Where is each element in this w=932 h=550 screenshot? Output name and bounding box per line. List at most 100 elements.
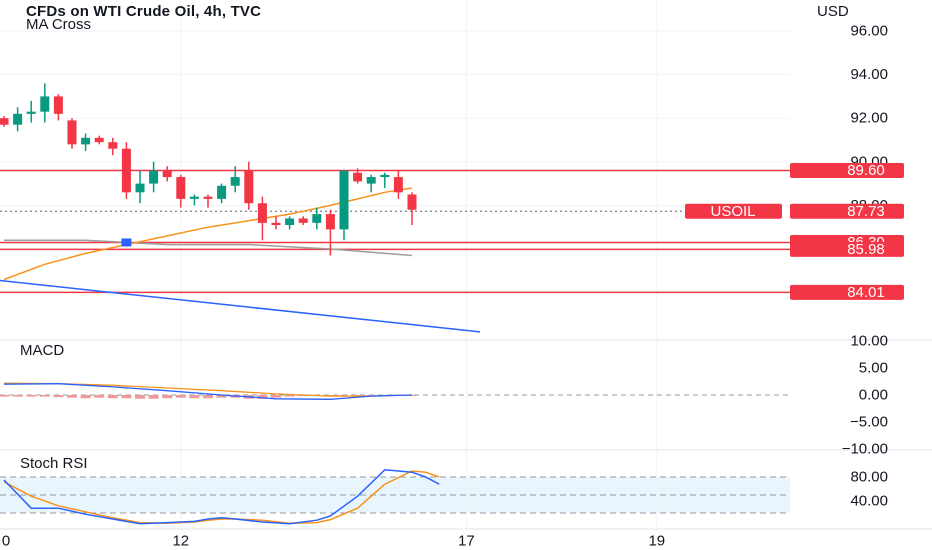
- candle-body: [13, 113, 23, 125]
- chart-title[interactable]: CFDs on WTI Crude Oil, 4h, TVC: [26, 3, 262, 20]
- candle-body: [353, 172, 363, 182]
- ma-cross-marker: [121, 238, 132, 247]
- time-axis-tick-label: 0: [2, 533, 10, 550]
- macd-axis-tick-label: 0.00: [859, 387, 888, 404]
- trendline: [0, 279, 481, 333]
- candle-body: [176, 177, 186, 199]
- candle-body: [149, 170, 159, 184]
- macd-histogram-bar: [12, 395, 23, 397]
- candle-body: [407, 194, 417, 210]
- macd-axis-tick-label: 5.00: [859, 360, 888, 377]
- candle: [298, 216, 308, 226]
- macd-histogram-bar: [39, 395, 50, 397]
- candle-body: [366, 177, 376, 184]
- price-axis-tick-label: 94.00: [850, 66, 888, 83]
- candle-body: [203, 196, 213, 199]
- candle-body: [298, 218, 308, 223]
- macd-histogram-bar: [216, 395, 227, 398]
- macd-histogram-bar: [0, 395, 9, 397]
- level-price-tag-bg: [790, 284, 904, 300]
- candle-body: [339, 170, 349, 230]
- macd-histogram-bar: [121, 395, 132, 399]
- price-axis-tick-label: 96.00: [850, 23, 888, 40]
- candle: [285, 216, 295, 230]
- symbol-tag-label: USOIL: [710, 203, 755, 220]
- candle: [53, 94, 63, 121]
- candle: [149, 161, 159, 193]
- candle: [176, 174, 186, 208]
- candle-body: [312, 214, 322, 223]
- macd-histogram-bar: [284, 395, 295, 397]
- candle: [26, 100, 36, 123]
- candle: [380, 172, 390, 188]
- candle: [312, 207, 322, 230]
- currency-label[interactable]: USD: [817, 3, 849, 20]
- symbol-tag-bg: [685, 203, 782, 219]
- stoch-rsi-pane-label[interactable]: Stoch RSI: [20, 455, 88, 472]
- candle-body: [325, 214, 335, 230]
- candle: [257, 196, 267, 241]
- time-axis-tick-label: 19: [648, 533, 665, 550]
- level-price-tag: 89.60: [790, 162, 904, 179]
- stoch-axis-tick-label: 80.00: [850, 469, 888, 486]
- candle-body: [135, 183, 145, 193]
- macd-axis-tick-label: 10.00: [850, 333, 888, 350]
- level-price-tag-label: 84.01: [847, 284, 885, 301]
- macd-histogram-bar: [189, 395, 200, 399]
- macd-histogram-bar: [271, 395, 281, 398]
- time-axis-tick-label: 17: [458, 533, 475, 550]
- macd-histogram-bar: [257, 395, 268, 399]
- macd-histogram-bar: [162, 395, 173, 399]
- candle-body: [189, 196, 199, 199]
- macd-histogram-bar: [175, 395, 186, 398]
- candle: [94, 135, 104, 145]
- candle: [162, 166, 172, 182]
- candle-body: [257, 203, 267, 223]
- candle: [203, 194, 213, 208]
- candle-body: [108, 142, 118, 149]
- candle: [393, 170, 403, 199]
- macd-histogram-bar: [26, 395, 37, 397]
- macd-histogram-bar: [107, 395, 118, 399]
- candle-body: [121, 148, 131, 193]
- macd-histogram-bar: [148, 395, 159, 399]
- candle: [135, 170, 145, 204]
- candle: [407, 192, 417, 226]
- candle: [271, 216, 281, 230]
- ma-slow-line: [4, 239, 413, 257]
- macd-histogram-bar: [53, 395, 64, 398]
- candle: [353, 168, 363, 184]
- last-price-tag-bg: [790, 203, 904, 219]
- candle: [13, 107, 23, 132]
- stoch-axis-tick-label: 40.00: [850, 493, 888, 510]
- candle: [366, 174, 376, 193]
- candle: [0, 116, 9, 127]
- candle-body: [162, 170, 172, 178]
- macd-histogram-bar: [94, 395, 105, 398]
- level-price-tag: 84.01: [790, 284, 904, 301]
- candle-body: [81, 137, 91, 145]
- level-price-tag-bg: [790, 163, 904, 179]
- stoch-rsi-k-line: [3, 469, 440, 525]
- macd-histogram-bar: [67, 395, 77, 398]
- time-axis-tick-label: 12: [172, 533, 189, 550]
- macd-histogram-bar: [203, 395, 213, 399]
- candle-body: [53, 96, 63, 114]
- level-price-tag-bg: [790, 241, 904, 257]
- candle: [230, 166, 240, 193]
- candle: [67, 118, 77, 149]
- candle: [189, 194, 199, 206]
- level-price-tag-label: 85.98: [847, 241, 885, 258]
- last-price-tag-label: 87.73: [847, 203, 885, 220]
- candle: [108, 137, 118, 156]
- macd-histogram-bar: [135, 395, 145, 399]
- macd-pane-label[interactable]: MACD: [20, 342, 65, 359]
- candle-body: [217, 185, 227, 199]
- level-price-tag: 85.98: [790, 241, 904, 258]
- candle-body: [0, 118, 9, 125]
- indicator-label-ma-cross[interactable]: MA Cross: [26, 16, 92, 33]
- candle-body: [244, 170, 254, 204]
- candle: [244, 161, 254, 210]
- candle: [40, 83, 50, 123]
